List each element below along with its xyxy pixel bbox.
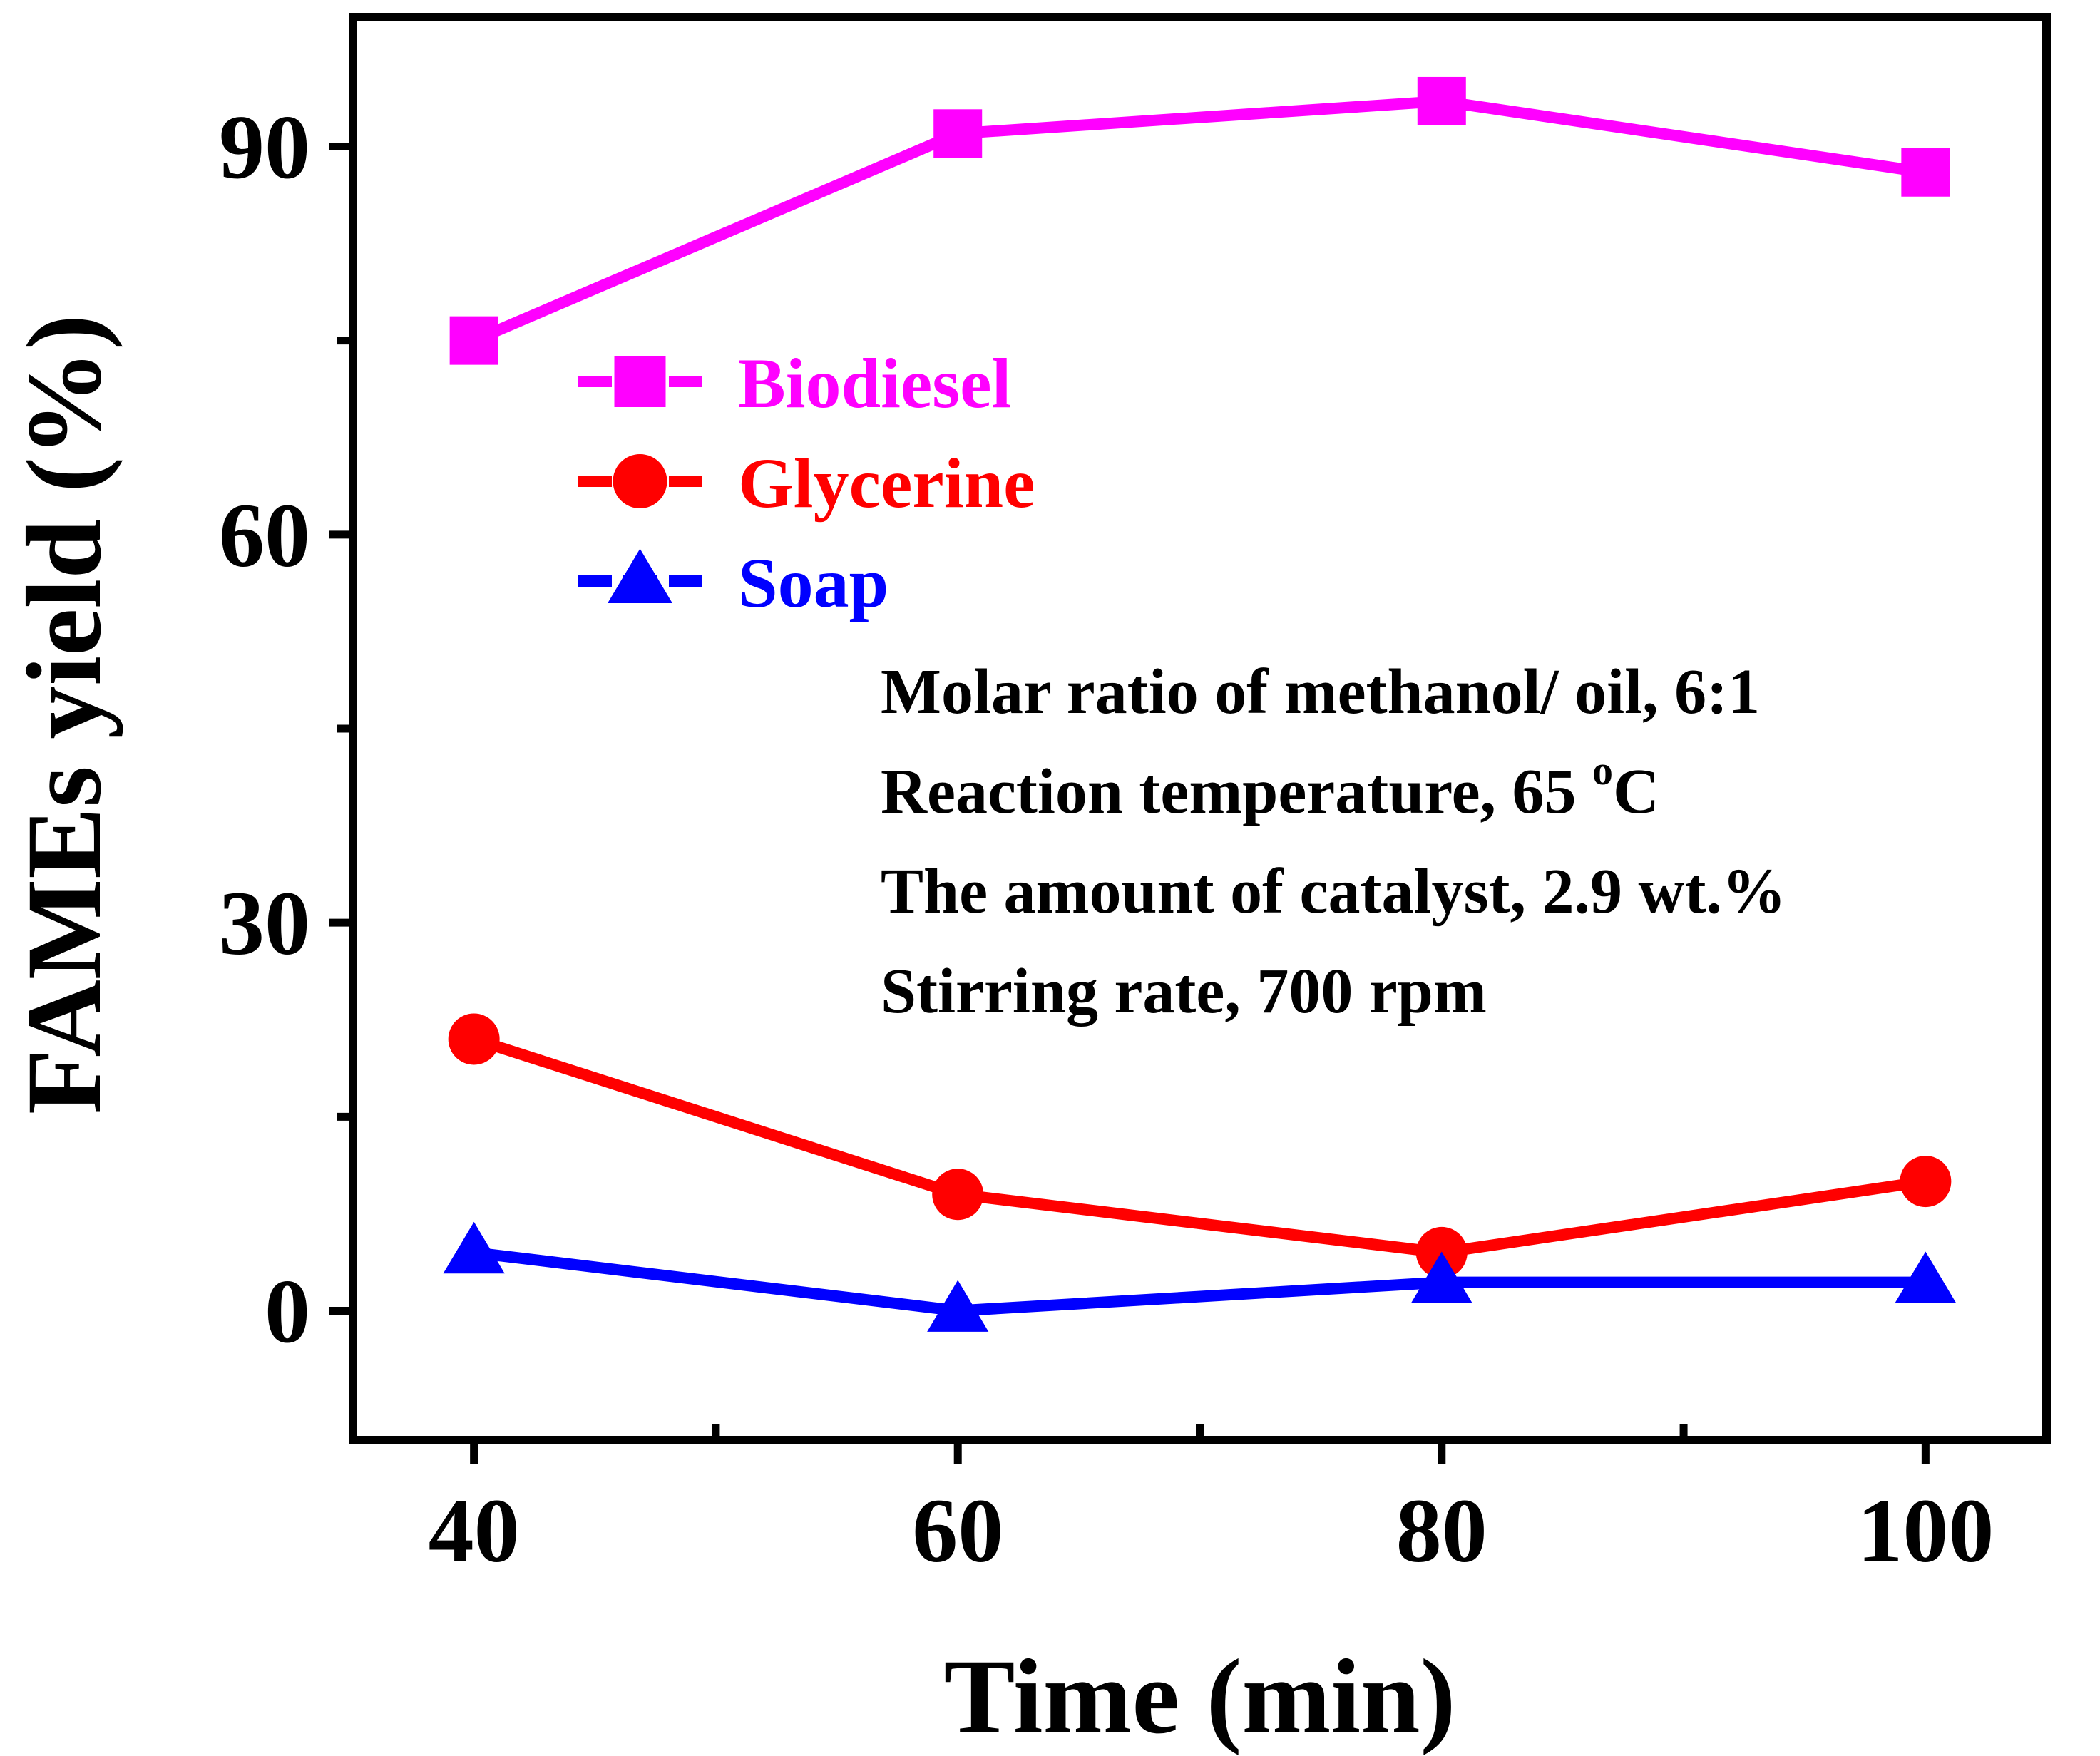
x-tick-label: 80 [1396,1480,1487,1581]
x-tick-label: 60 [912,1480,1003,1581]
y-tick-label: 30 [219,873,310,974]
y-tick-label: 0 [265,1261,310,1362]
y-tick-label: 60 [219,485,310,586]
legend-soap-marker [608,548,672,604]
annotation-line: Reaction temperature, 65 oC [881,747,1659,827]
biodiesel-point [1417,76,1466,125]
glycerine-point [448,1013,500,1065]
x-axis-title: Time (min) [944,1638,1456,1756]
x-tick-label: 40 [429,1480,520,1581]
biodiesel-point [933,109,983,158]
soap-series-line [473,1246,1926,1317]
x-tick-label: 100 [1857,1480,1994,1581]
y-tick-label: 90 [219,96,310,197]
legend-soap-label: Soap [738,543,888,622]
y-axis-title: FAMEs yield (%) [5,314,123,1114]
soap-point [443,1221,505,1274]
legend-biodiesel-marker [614,356,666,407]
biodiesel-point [1901,148,1950,197]
annotation-line: Stirring rate, 700 rpm [881,956,1487,1027]
glycerine-series-line [472,1033,1927,1258]
biodiesel-point [449,316,498,365]
soap-point [927,1280,989,1332]
glycerine-point [1900,1156,1952,1208]
soap-point [1895,1251,1957,1303]
annotation-line: Molar ratio of methanol/ oil, 6:1 [881,657,1760,727]
biodiesel-series-line [471,95,1927,346]
soap-point [1410,1251,1472,1303]
glycerine-point [932,1169,984,1221]
legend-glycerine-label: Glycerine [738,443,1035,523]
annotation-line: The amount of catalyst, 2.9 wt.% [881,856,1786,927]
legend-biodiesel-label: Biodiesel [738,344,1011,423]
legend-glycerine-marker [613,454,667,508]
